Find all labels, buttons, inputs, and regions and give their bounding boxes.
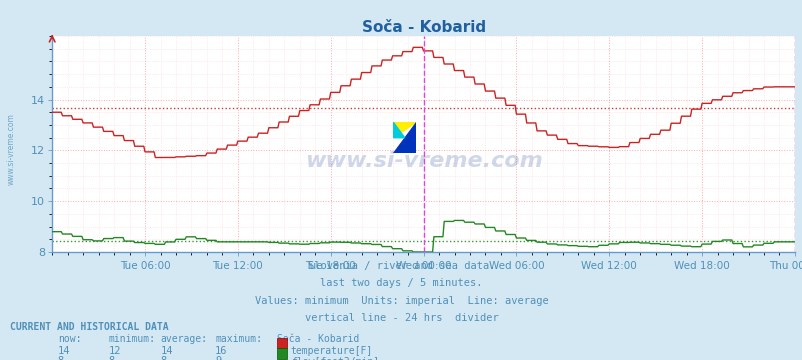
Text: CURRENT AND HISTORICAL DATA: CURRENT AND HISTORICAL DATA [10,322,168,332]
Text: 8: 8 [160,356,167,360]
Text: 12: 12 [108,346,121,356]
Text: flow[foot3/min]: flow[foot3/min] [290,356,379,360]
Text: minimum:: minimum: [108,334,156,344]
Text: Slovenia / river and sea data.: Slovenia / river and sea data. [307,261,495,271]
Polygon shape [393,122,415,153]
Text: average:: average: [160,334,208,344]
Text: temperature[F]: temperature[F] [290,346,372,356]
Text: 8: 8 [58,356,64,360]
Text: 8: 8 [108,356,115,360]
Polygon shape [393,122,415,138]
Text: now:: now: [58,334,81,344]
Text: maximum:: maximum: [215,334,262,344]
Text: vertical line - 24 hrs  divider: vertical line - 24 hrs divider [304,313,498,323]
Text: 9: 9 [215,356,221,360]
Polygon shape [393,122,404,138]
Text: www.si-vreme.com: www.si-vreme.com [6,113,15,185]
Text: 14: 14 [160,346,173,356]
Text: www.si-vreme.com: www.si-vreme.com [304,151,542,171]
Text: Soča - Kobarid: Soča - Kobarid [277,334,358,344]
Text: Values: minimum  Units: imperial  Line: average: Values: minimum Units: imperial Line: av… [254,296,548,306]
Text: 16: 16 [215,346,228,356]
Text: last two days / 5 minutes.: last two days / 5 minutes. [320,278,482,288]
Title: Soča - Kobarid: Soča - Kobarid [361,20,485,35]
Text: 14: 14 [58,346,71,356]
